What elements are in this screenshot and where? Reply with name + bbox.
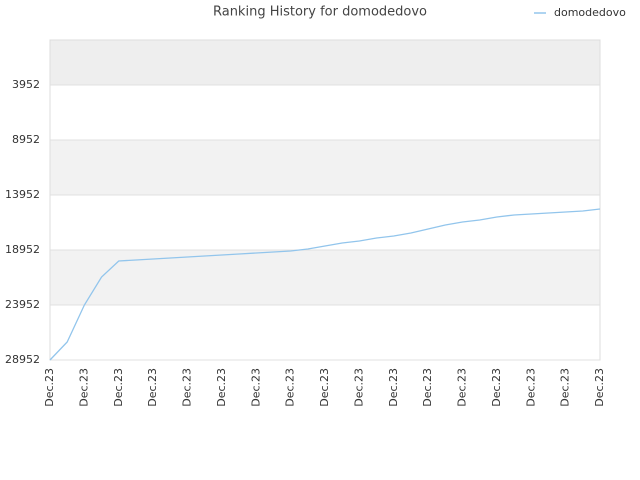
x-tick-label: Dec.23: [559, 368, 572, 407]
y-tick-label: 3952: [12, 78, 40, 91]
x-tick-label: Dec.23: [524, 368, 537, 407]
x-tick-label: Dec.23: [77, 368, 90, 407]
x-tick-label: Dec.23: [43, 368, 56, 407]
x-tick-label: Dec.23: [421, 368, 434, 407]
plot-band: [50, 195, 600, 251]
chart-title: Ranking History for domodedovo: [213, 5, 427, 20]
plot-band: [50, 250, 600, 306]
x-tick-label: Dec.23: [112, 368, 125, 407]
plot-band: [50, 40, 600, 86]
x-tick-label: Dec.23: [181, 368, 194, 407]
data-line: [49, 208, 601, 361]
legend-label: domodedovo: [554, 6, 626, 19]
y-tick-label: 23952: [5, 298, 40, 311]
plot-band: [50, 85, 600, 141]
x-tick-label: Dec.23: [284, 368, 297, 407]
x-tick-label: Dec.23: [352, 368, 365, 407]
x-tick-label: Dec.23: [249, 368, 262, 407]
y-tick-label: 18952: [5, 243, 40, 256]
y-tick-label: 13952: [5, 188, 40, 201]
plot-band: [50, 140, 600, 196]
x-tick-label: Dec.23: [593, 368, 606, 407]
x-tick-label: Dec.23: [490, 368, 503, 407]
y-tick-label: 8952: [12, 133, 40, 146]
plot-band: [50, 305, 600, 360]
x-tick-label: Dec.23: [146, 368, 159, 407]
x-tick-label: Dec.23: [456, 368, 469, 407]
x-tick-label: Dec.23: [215, 368, 228, 407]
y-tick-label: 28952: [5, 353, 40, 366]
x-tick-label: Dec.23: [387, 368, 400, 407]
x-tick-label: Dec.23: [318, 368, 331, 407]
